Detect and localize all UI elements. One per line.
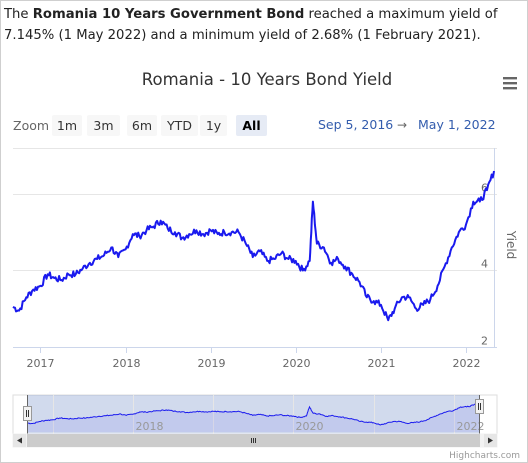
y-axis-title: Yield xyxy=(504,230,518,260)
zoom-button-label: YTD xyxy=(166,118,192,133)
zoom-button-ytd[interactable]: YTD xyxy=(161,115,198,136)
scroll-right-button[interactable] xyxy=(484,434,497,447)
zoom-button-1y[interactable]: 1y xyxy=(200,115,227,136)
x-axis-ticks: 2017 2018 2019 2020 2021 2022 xyxy=(27,347,481,370)
zoom-button-label: 1y xyxy=(206,118,222,133)
x-tick-label: 2017 xyxy=(27,357,55,370)
zoom-button-bg xyxy=(52,115,82,136)
navigator[interactable]: 2018 2020 2022 xyxy=(12,394,498,435)
navigator-line xyxy=(26,401,481,426)
y-tick-label: 4 xyxy=(481,258,488,271)
navigator-tick-label: 2020 xyxy=(296,420,324,433)
intro-text: The Romania 10 Years Government Bond rea… xyxy=(4,4,524,46)
zoom-button-label: 3m xyxy=(93,118,113,133)
navigator-left-handle[interactable] xyxy=(23,406,32,421)
bond-name: Romania 10 Years Government Bond xyxy=(32,7,305,22)
navigator-grid xyxy=(53,395,455,434)
credits[interactable]: Highcharts.com xyxy=(449,451,520,461)
y-tick-label: 2 xyxy=(481,335,488,348)
intro-prefix: The xyxy=(4,7,33,22)
chart-title: Romania - 10 Years Bond Yield xyxy=(142,70,393,89)
navigator-right-handle[interactable] xyxy=(475,399,484,414)
x-tick-label: 2021 xyxy=(368,357,396,370)
intro-suffix: reached a maximum yield of 7.145% (1 May… xyxy=(4,7,498,43)
scrollbar[interactable] xyxy=(12,433,498,448)
navigator-tick-label: 2022 xyxy=(457,420,485,433)
zoom-button-bg xyxy=(161,115,198,136)
arrow-right-icon xyxy=(488,437,493,444)
scrollbar-grip-icon xyxy=(251,438,256,443)
scroll-left-button[interactable] xyxy=(13,434,26,447)
zoom-label: Zoom xyxy=(13,118,49,133)
zoom-button-bg xyxy=(127,115,157,136)
x-tick-label: 2019 xyxy=(198,357,226,370)
arrow-left-icon xyxy=(17,437,22,444)
navigator-tick-label: 2018 xyxy=(136,420,164,433)
x-tick-label: 2020 xyxy=(283,357,311,370)
zoom-button-3m[interactable]: 3m xyxy=(87,115,120,136)
y-axis-ticks: 2 4 6 xyxy=(481,182,488,348)
zoom-button-6m[interactable]: 6m xyxy=(127,115,157,136)
range-from[interactable]: Sep 5, 2016 xyxy=(318,117,393,132)
y-tick-label: 6 xyxy=(481,182,488,195)
range-to[interactable]: May 1, 2022 xyxy=(418,117,496,132)
navigator-ticks: 2018 2020 2022 xyxy=(136,420,485,433)
grid xyxy=(13,148,497,348)
zoom-button-bg xyxy=(236,115,267,136)
series-line xyxy=(12,170,495,322)
zoom-buttons: 1m 3m 6m YTD 1y All xyxy=(52,115,267,136)
zoom-button-bg xyxy=(87,115,120,136)
menu-icon[interactable] xyxy=(502,72,524,94)
zoom-button-label: All xyxy=(242,118,260,133)
zoom-button-1m[interactable]: 1m xyxy=(52,115,82,136)
range-arrow: → xyxy=(397,118,407,132)
x-tick-label: 2022 xyxy=(453,357,481,370)
navigator-area xyxy=(27,402,480,432)
zoom-button-bg xyxy=(200,115,227,136)
zoom-button-label: 6m xyxy=(132,118,152,133)
zoom-button-all[interactable]: All xyxy=(236,115,267,136)
x-tick-label: 2018 xyxy=(113,357,141,370)
zoom-button-label: 1m xyxy=(57,118,77,133)
navigator-background xyxy=(12,394,498,435)
